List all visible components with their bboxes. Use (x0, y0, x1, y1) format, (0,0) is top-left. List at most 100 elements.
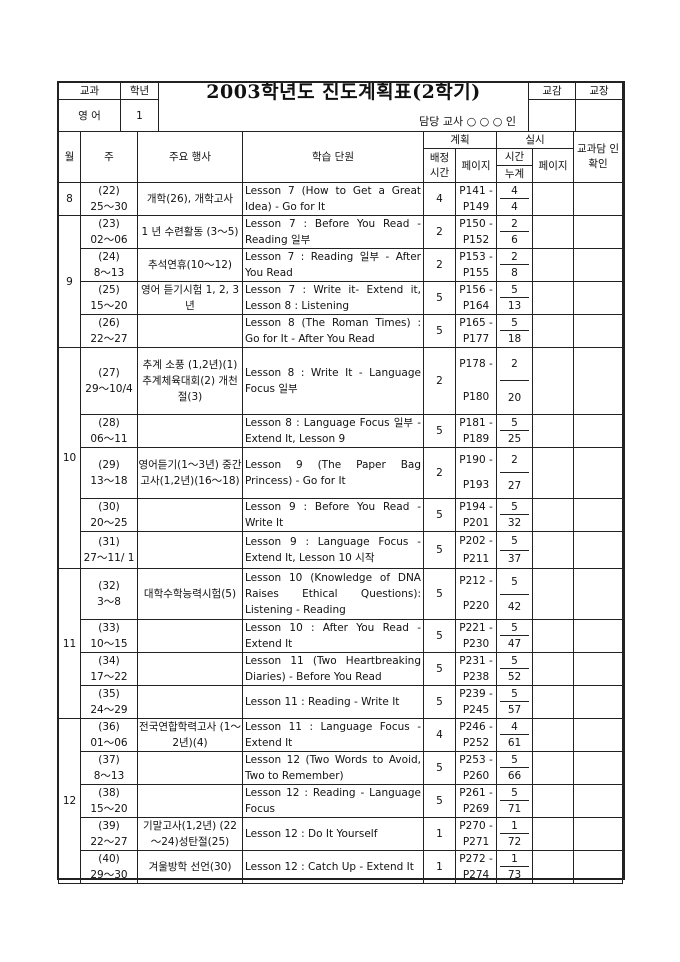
week-dates: 8～13 (93, 267, 125, 279)
week-dates: 29～30 (90, 869, 128, 881)
events-cell: 추석연휴(10～12) (137, 248, 243, 282)
col-plan: 계획 (422, 131, 498, 149)
unit-cell: Lesson 12 : Catch Up - Extend It (242, 850, 424, 884)
cumulative-hours: 8 (511, 267, 518, 279)
actual-hours-cell: 5 52 (496, 652, 534, 686)
table-row: (26) 22～27 Lesson 8 (The Roman Times) : Go… (59, 314, 624, 348)
unit-cell: Lesson 12 (Two Words to Avoid, Two to Re… (242, 751, 424, 785)
unit-cell: Lesson 9 (The Paper Bag Princess) - Go f… (242, 447, 424, 499)
actual-pages-cell (532, 248, 575, 282)
col-confirm: 교과담 인확인 (573, 131, 624, 183)
col-actual-hours: 시간 (496, 148, 534, 166)
actual-pages-cell (532, 817, 575, 851)
week-dates: 22～27 (90, 333, 128, 345)
confirm-cell (573, 718, 624, 752)
confirm-cell (573, 751, 624, 785)
cumulative-hours: 73 (507, 869, 522, 881)
week-cell: (22) 25～30 (80, 182, 138, 216)
actual-pages-cell (532, 281, 575, 315)
week-cell: (32) 3～8 (80, 568, 138, 620)
plan-pages-cell: P150 -P152 (454, 215, 498, 249)
month-cell: 8 (58, 182, 81, 216)
week-number: (40) (98, 853, 120, 865)
week-number: (22) (98, 185, 120, 197)
plan-pages-cell: P221 -P230 (454, 619, 498, 653)
confirm-cell (573, 652, 624, 686)
table-row: (37) 8～13 Lesson 12 (Two Words to Avoid, T… (59, 751, 624, 785)
cumulative-hours: 57 (507, 704, 522, 716)
plan-hours-cell: 5 (423, 314, 456, 348)
week-number: (32) (98, 580, 120, 592)
actual-pages-cell (532, 685, 575, 719)
week-dates: 01～06 (90, 737, 128, 749)
actual-hours: 5 (500, 654, 530, 669)
actual-hours: 5 (500, 621, 530, 636)
unit-cell: Lesson 12 : Reading - Language Focus (242, 784, 424, 818)
col-month: 월 (58, 131, 81, 183)
week-number: (27) (98, 367, 120, 379)
week-number: (23) (98, 218, 120, 230)
week-number: (29) (98, 459, 120, 471)
unit-cell: Lesson 7 : Write it- Extend it, Lesson 8… (242, 281, 424, 315)
week-number: (38) (98, 787, 120, 799)
unit-cell: Lesson 11 : Reading - Write It (242, 685, 424, 719)
table-row: (35) 24～29 Lesson 11 : Reading - Write It 5… (59, 685, 624, 719)
plan-pages-cell: P181 -P189 (454, 414, 498, 448)
actual-hours-cell: 5 32 (496, 498, 534, 532)
plan-hours-cell: 5 (423, 568, 456, 620)
actual-pages-cell (532, 347, 575, 415)
cumulative-hours: 37 (507, 553, 522, 565)
actual-pages-cell (532, 784, 575, 818)
table-row: (29) 13～18 영어듣기(1～3년) 중간고사(1,2년)(16～18) Les… (59, 447, 624, 499)
plan-hours-cell: 5 (423, 281, 456, 315)
week-dates: 22～27 (90, 836, 128, 848)
table-row: (30) 20～25 Lesson 9 : Before You Read - Wr… (59, 498, 624, 532)
confirm-cell (573, 447, 624, 499)
events-cell: 추계 소풍 (1,2년)(1) 추계체육대회(2) 개천절(3) (137, 347, 243, 415)
actual-pages-cell (532, 447, 575, 499)
plan-pages-cell: P253 -P260 (454, 751, 498, 785)
actual-hours: 2 (500, 349, 530, 381)
table-row: (25) 15～20 영어 듣기시험 1, 2, 3년 Lesson 7 : Writ… (59, 281, 624, 315)
actual-pages-cell (532, 414, 575, 448)
vice-principal-label: 교감 (528, 82, 576, 100)
week-number: (35) (98, 688, 120, 700)
unit-cell: Lesson 9 : Language Focus - Extend It, L… (242, 531, 424, 569)
col-actual-cum: 누계 (496, 165, 534, 183)
plan-pages-cell: P190 -P193 (454, 447, 498, 499)
cumulative-hours: 27 (507, 479, 522, 492)
plan-pages-cell: P212 -P220 (454, 568, 498, 620)
plan-hours-cell: 1 (423, 850, 456, 884)
unit-cell: Lesson 8 : Write It - Language Focus 일부 (242, 347, 424, 415)
actual-hours-cell: 5 42 (496, 568, 534, 620)
actual-hours-cell: 5 71 (496, 784, 534, 818)
week-dates: 15～20 (90, 803, 128, 815)
plan-pages-cell: P246 -P252 (454, 718, 498, 752)
week-dates: 17～22 (90, 671, 128, 683)
week-cell: (25) 15～20 (80, 281, 138, 315)
table-row: (40) 29～30 겨울방학 선언(30) Lesson 12 : Catch Up… (59, 850, 624, 884)
week-cell: (24) 8～13 (80, 248, 138, 282)
actual-pages-cell (532, 751, 575, 785)
plan-pages-cell: P231 -P238 (454, 652, 498, 686)
actual-pages-cell (532, 718, 575, 752)
col-unit: 학습 단원 (242, 131, 424, 183)
events-cell: 전국연합학력고사 (1～2년)(4) (137, 718, 243, 752)
week-cell: (27) 29～10/4 (80, 347, 138, 415)
plan-hours-cell: 2 (423, 347, 456, 415)
week-dates: 20～25 (90, 517, 128, 529)
table-row: (38) 15～20 Lesson 12 : Reading - Language … (59, 784, 624, 818)
confirm-cell (573, 182, 624, 216)
month-cell: 9 (58, 215, 81, 348)
events-cell (137, 414, 243, 448)
cumulative-hours: 4 (511, 201, 518, 213)
week-number: (24) (98, 251, 120, 263)
week-cell: (28) 06～11 (80, 414, 138, 448)
plan-pages-cell: P272 -P274 (454, 850, 498, 884)
week-number: (39) (98, 820, 120, 832)
week-cell: (30) 20～25 (80, 498, 138, 532)
progress-table: 월 주 주요 행사 학습 단원 계획 실시 교과담 인확인 배정 시간 페이지 … (58, 131, 624, 884)
plan-hours-cell: 5 (423, 685, 456, 719)
actual-hours-cell: 5 37 (496, 531, 534, 569)
